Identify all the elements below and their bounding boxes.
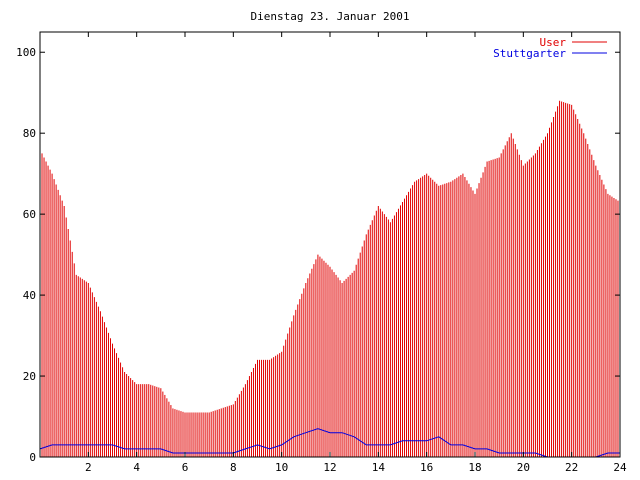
y-tick-label: 60: [23, 208, 36, 221]
legend-label: User: [540, 36, 567, 49]
x-tick-label: 10: [275, 461, 288, 474]
chart-title: Dienstag 23. Januar 2001: [251, 10, 410, 23]
x-tick-label: 8: [230, 461, 237, 474]
x-tick-label: 24: [613, 461, 627, 474]
x-tick-label: 12: [323, 461, 336, 474]
user-bars: [39, 100, 621, 457]
legend-label: Stuttgarter: [493, 47, 566, 60]
y-tick-label: 0: [29, 451, 36, 464]
x-tick-label: 20: [517, 461, 530, 474]
x-tick-label: 14: [372, 461, 386, 474]
x-tick-label: 18: [468, 461, 481, 474]
y-tick-label: 40: [23, 289, 36, 302]
x-tick-label: 22: [565, 461, 578, 474]
x-tick-label: 4: [133, 461, 140, 474]
x-tick-label: 16: [420, 461, 433, 474]
y-tick-label: 100: [16, 46, 36, 59]
y-tick-label: 80: [23, 127, 36, 140]
x-tick-label: 2: [85, 461, 92, 474]
x-tick-label: 6: [182, 461, 189, 474]
y-tick-label: 20: [23, 370, 36, 383]
